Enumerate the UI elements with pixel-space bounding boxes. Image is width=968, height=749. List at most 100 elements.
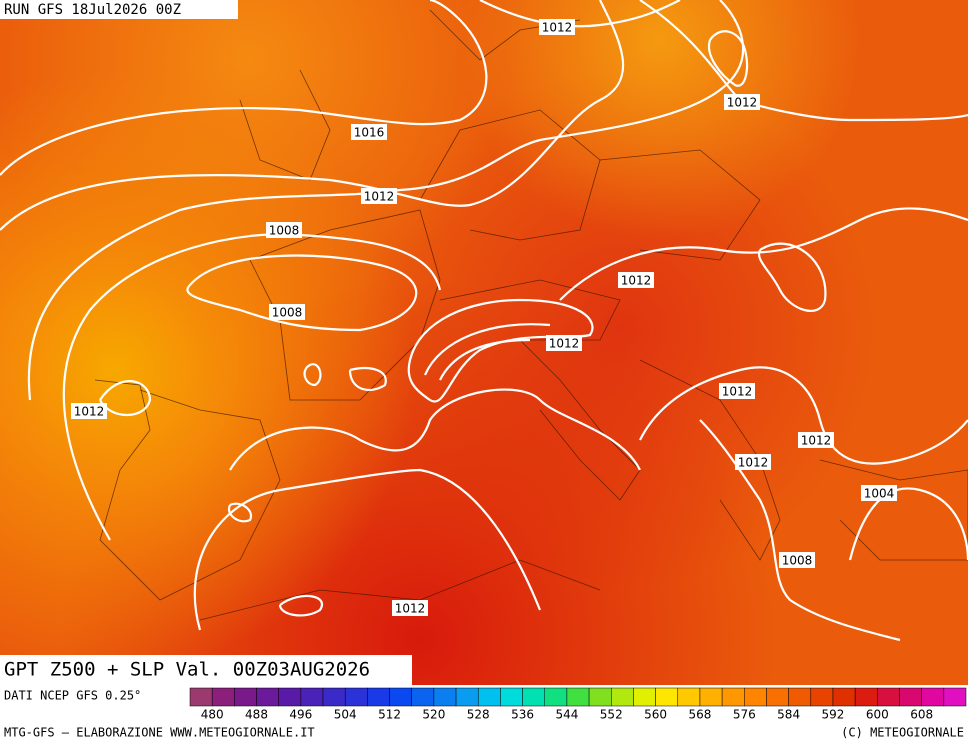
label-box: [724, 94, 760, 110]
run-box: [0, 0, 238, 19]
colorbar-tick-label: 576: [733, 708, 756, 722]
color-step: [899, 687, 922, 707]
color-step: [234, 687, 257, 707]
color-step: [655, 687, 679, 707]
footer-right: (C) METEOGIORNALE: [841, 726, 964, 740]
color-step: [766, 687, 789, 707]
label-box: [861, 485, 897, 501]
color-step: [611, 687, 634, 707]
color-step: [566, 687, 590, 707]
label-text: 1012: [738, 456, 769, 470]
isobar-label: 1016: [351, 124, 387, 140]
label-box: [618, 272, 654, 288]
label-text: 1012: [395, 602, 426, 616]
isobar-label: 1012: [618, 272, 654, 288]
isobar-label: 1012: [392, 600, 428, 616]
label-text: 1008: [269, 224, 300, 238]
label-text: 1012: [722, 385, 753, 399]
isobars: [0, 0, 968, 642]
colorbar-tick-label: 568: [688, 708, 711, 722]
label-box: [735, 454, 771, 470]
label-text: 1012: [74, 405, 105, 419]
colorbar-tick-label: 608: [910, 708, 933, 722]
colorbar: 480 488 496 504 512 520 528 536 544 552 560 568 576 5…: [189, 687, 967, 722]
color-step: [699, 687, 723, 707]
color-step: [322, 687, 346, 707]
label-text: 1008: [272, 306, 303, 320]
label-text: 1004: [864, 487, 895, 501]
map-area: [0, 0, 968, 685]
colorbar-tick-label: 584: [777, 708, 800, 722]
isobar-labels: 1012 1012 1016 1012 1008 1008 1012 1012 1012 1012…: [71, 19, 897, 616]
isobar-label: 1012: [724, 94, 760, 110]
color-step: [256, 687, 279, 707]
color-step: [189, 687, 213, 707]
isobar-label: 1012: [735, 454, 771, 470]
color-step: [389, 687, 412, 707]
label-box: [351, 124, 387, 140]
isobar-label: 1008: [779, 552, 815, 568]
colorbar-tick-label: 520: [422, 708, 445, 722]
label-text: 1012: [549, 337, 580, 351]
color-step: [633, 687, 656, 707]
product-label: GPT Z500 + SLP Val. 00Z03AUG2026: [4, 659, 370, 681]
isobar-label: 1012: [798, 432, 834, 448]
label-text: 1012: [542, 21, 573, 35]
color-step: [854, 687, 878, 707]
color-step: [921, 687, 945, 707]
colorbar-tick-label: 528: [467, 708, 490, 722]
colorbar-tick-label: 480: [201, 708, 224, 722]
label-text: 1012: [727, 96, 758, 110]
label-text: 1008: [782, 554, 813, 568]
label-box: [266, 222, 302, 238]
color-step: [455, 687, 479, 707]
isobar-label: 1012: [719, 383, 755, 399]
color-step: [367, 687, 390, 707]
isobar-label: 1012: [539, 19, 575, 35]
colorbar-tick-label: 536: [511, 708, 534, 722]
color-step: [300, 687, 324, 707]
color-step: [588, 687, 612, 707]
color-step: [411, 687, 435, 707]
color-step: [278, 687, 302, 707]
isobar-label: 1012: [546, 335, 582, 351]
label-box: [546, 335, 582, 351]
colorbar-tick-label: 552: [600, 708, 623, 722]
label-text: 1012: [621, 274, 652, 288]
label-box: [392, 600, 428, 616]
isobar-label: 1012: [71, 403, 107, 419]
colorbar-tick-label: 504: [334, 708, 357, 722]
color-step: [810, 687, 834, 707]
isobar-label: 1004: [861, 485, 897, 501]
color-step: [211, 687, 235, 707]
label-box: [779, 552, 815, 568]
color-step: [832, 687, 856, 707]
label-box: [798, 432, 834, 448]
color-step: [500, 687, 523, 707]
label-box: [269, 304, 305, 320]
colorbar-tick-label: 600: [866, 708, 889, 722]
colorbar-tick-label: 488: [245, 708, 268, 722]
run-label: RUN GFS 18Jul2026 00Z: [4, 2, 181, 18]
source-label: DATI NCEP GFS 0.25°: [4, 689, 141, 703]
footer-left: MTG-GFS – ELABORAZIONE WWW.METEOGIORNALE…: [4, 726, 315, 740]
label-box: [361, 188, 397, 204]
colorbar-tick-label: 560: [644, 708, 667, 722]
color-step: [433, 687, 457, 707]
label-box: [71, 403, 107, 419]
colorbar-tick-label: 496: [289, 708, 312, 722]
color-step: [344, 687, 368, 707]
label-box: [539, 19, 575, 35]
label-text: 1012: [364, 190, 395, 204]
color-step: [744, 687, 767, 707]
label-text: 1016: [354, 126, 385, 140]
colorbar-tick-label: 512: [378, 708, 401, 722]
color-step: [477, 687, 501, 707]
colorbar-tick-label: 544: [555, 708, 578, 722]
color-step: [788, 687, 812, 707]
isobar-label: 1012: [361, 188, 397, 204]
color-step: [544, 687, 568, 707]
colorbar-tick-label: 592: [822, 708, 845, 722]
